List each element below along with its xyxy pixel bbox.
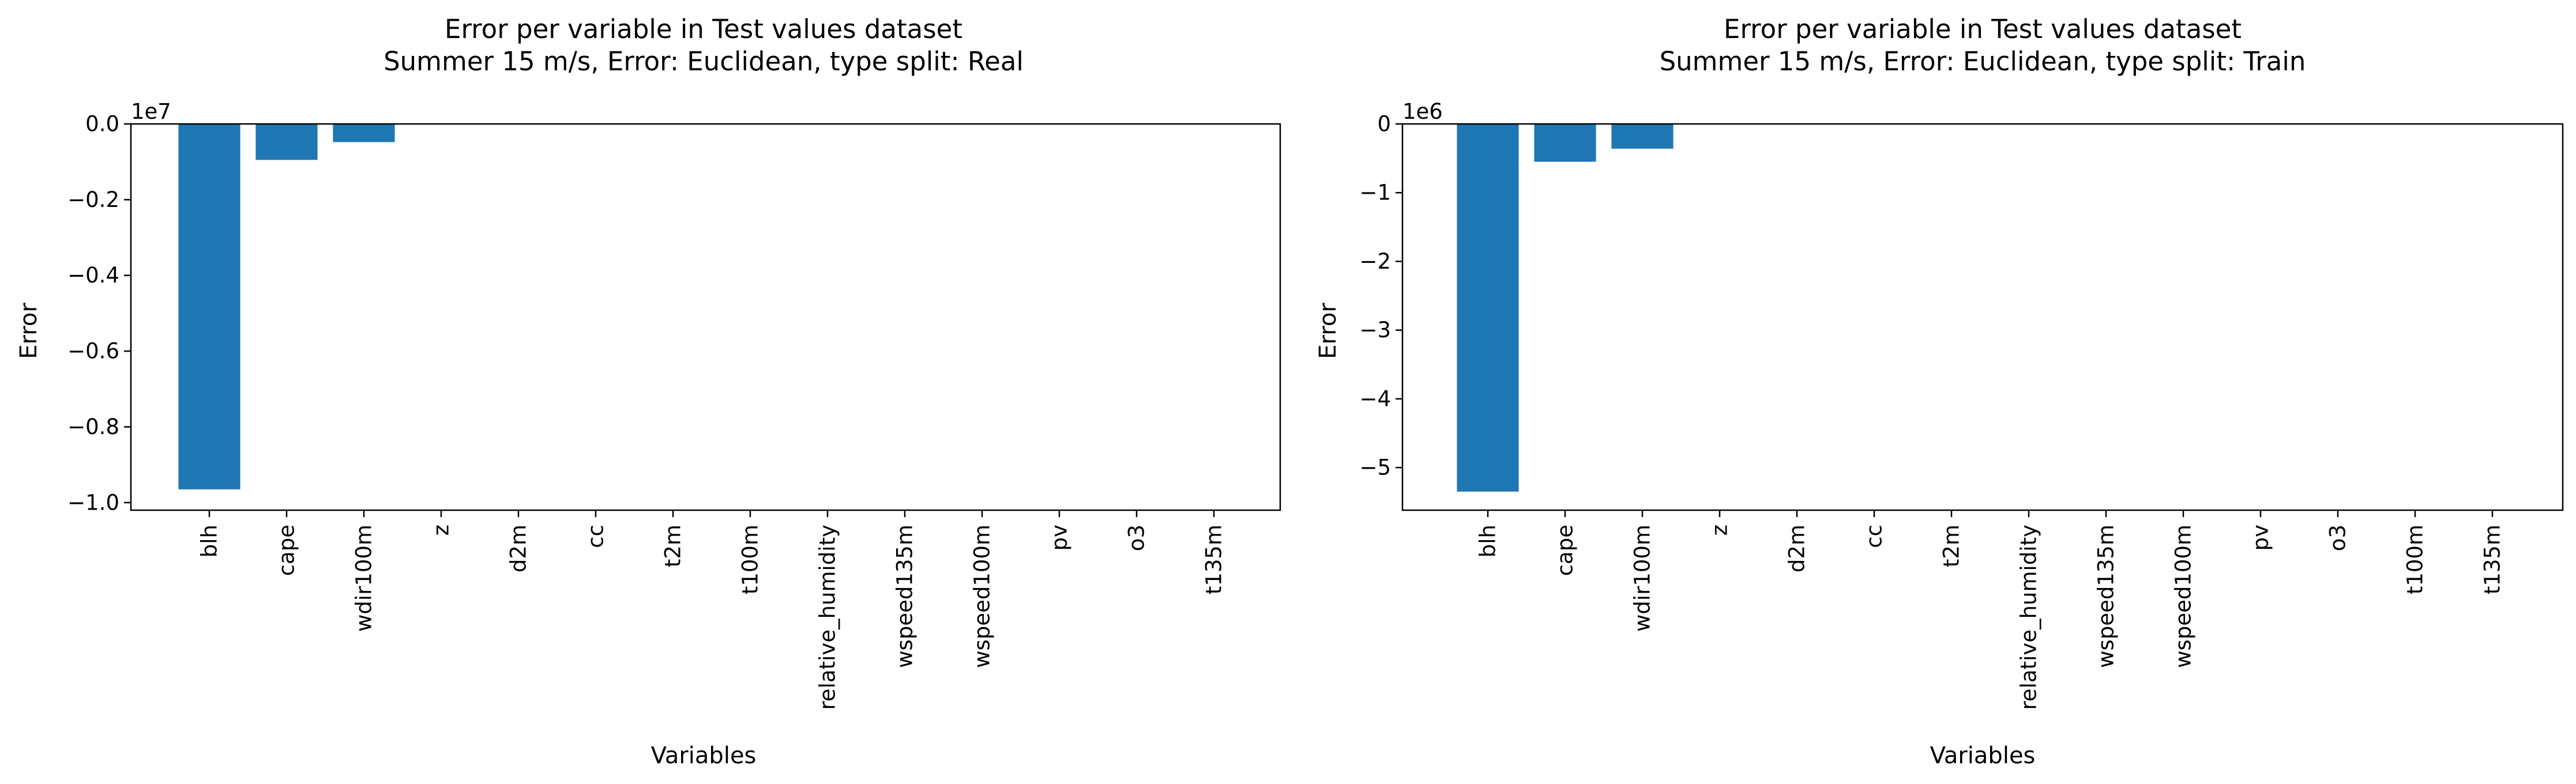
x-tick-label: blh (1476, 525, 1501, 557)
x-tick-label: relative_humidity (815, 525, 840, 710)
x-tick-label: d2m (506, 525, 531, 572)
x-tick-label: wdir100m (1630, 525, 1655, 632)
y-tick-label: −0.8 (67, 414, 119, 439)
y-tick-label: 0 (1377, 112, 1391, 137)
y-offset-label: 1e7 (131, 99, 171, 124)
x-tick-label: t135m (1202, 525, 1227, 594)
y-tick-label: −0.4 (67, 263, 119, 288)
x-tick-label: pv (2248, 525, 2273, 551)
bar-wdir100m (1611, 124, 1674, 149)
x-tick-label: d2m (1785, 525, 1810, 572)
y-axis-label: Error (1315, 303, 1341, 359)
x-axis-label: Variables (1930, 742, 2036, 769)
y-tick-label: −4 (1359, 386, 1391, 411)
y-tick-label: −2 (1359, 249, 1391, 274)
x-tick-label: o3 (1125, 525, 1149, 551)
plot-frame (130, 123, 1281, 511)
x-tick-label: pv (1047, 525, 1072, 551)
plot-frame (1401, 123, 2564, 511)
x-tick-label: o3 (2326, 525, 2351, 551)
y-tick-label: −1.0 (67, 490, 119, 515)
bar-wdir100m (333, 124, 395, 142)
x-tick-label: z (429, 525, 454, 536)
y-ticks: 0 −1 −2 −3 −4 −5 (1359, 112, 1402, 480)
x-tick-label: t100m (738, 525, 763, 594)
bar-cape (1534, 124, 1596, 162)
x-tick-label: cc (1862, 525, 1887, 548)
y-axis-label: Error (16, 303, 42, 359)
x-ticks: blh cape wdir100m z d2m cc t2m t100m relative_hu… (197, 510, 1227, 710)
chart-title: Error per variable in Test values datase… (445, 14, 962, 44)
x-tick-label: wspeed100m (2171, 525, 2196, 668)
chart-real: Error per variable in Test values datase… (16, 14, 1281, 769)
x-tick-label: wspeed135m (893, 525, 917, 668)
x-tick-label: t2m (661, 525, 686, 567)
x-tick-label: relative_humidity (2017, 525, 2041, 710)
chart-subtitle: Summer 15 m/s, Error: Euclidean, type sp… (383, 46, 1024, 77)
x-tick-label: blh (197, 525, 222, 557)
x-tick-label: wspeed135m (2094, 525, 2119, 668)
x-axis-label: Variables (651, 742, 757, 769)
x-tick-label: t2m (1939, 525, 1964, 567)
y-tick-label: 0.0 (85, 112, 119, 137)
y-tick-label: −1 (1359, 180, 1391, 205)
bar-group (178, 124, 395, 489)
bar-blh (178, 124, 240, 489)
y-offset-label: 1e6 (1402, 99, 1443, 124)
x-ticks: blh cape wdir100m z d2m cc t2m relative_humidit… (1476, 510, 2505, 710)
y-tick-label: −0.6 (67, 339, 119, 364)
chart-subtitle: Summer 15 m/s, Error: Euclidean, type sp… (1660, 46, 2306, 77)
x-tick-label: wspeed100m (970, 525, 995, 668)
x-tick-label: wdir100m (352, 525, 377, 632)
x-tick-label: z (1708, 525, 1732, 536)
x-tick-label: cape (274, 525, 299, 576)
y-tick-label: −3 (1359, 318, 1391, 342)
x-tick-label: t100m (2403, 525, 2428, 594)
y-ticks: 0.0 −0.2 −0.4 −0.6 −0.8 −1.0 (67, 112, 131, 515)
bar-cape (255, 124, 318, 160)
y-tick-label: −5 (1359, 455, 1391, 480)
x-tick-label: cc (584, 525, 608, 548)
bar-blh (1457, 124, 1519, 492)
bar-group (1457, 124, 1674, 492)
x-tick-label: t135m (2480, 525, 2505, 594)
y-tick-label: −0.2 (67, 187, 119, 212)
chart-title: Error per variable in Test values datase… (1724, 14, 2242, 44)
x-tick-label: cape (1553, 525, 1578, 576)
chart-train: Error per variable in Test values datase… (1315, 14, 2564, 769)
